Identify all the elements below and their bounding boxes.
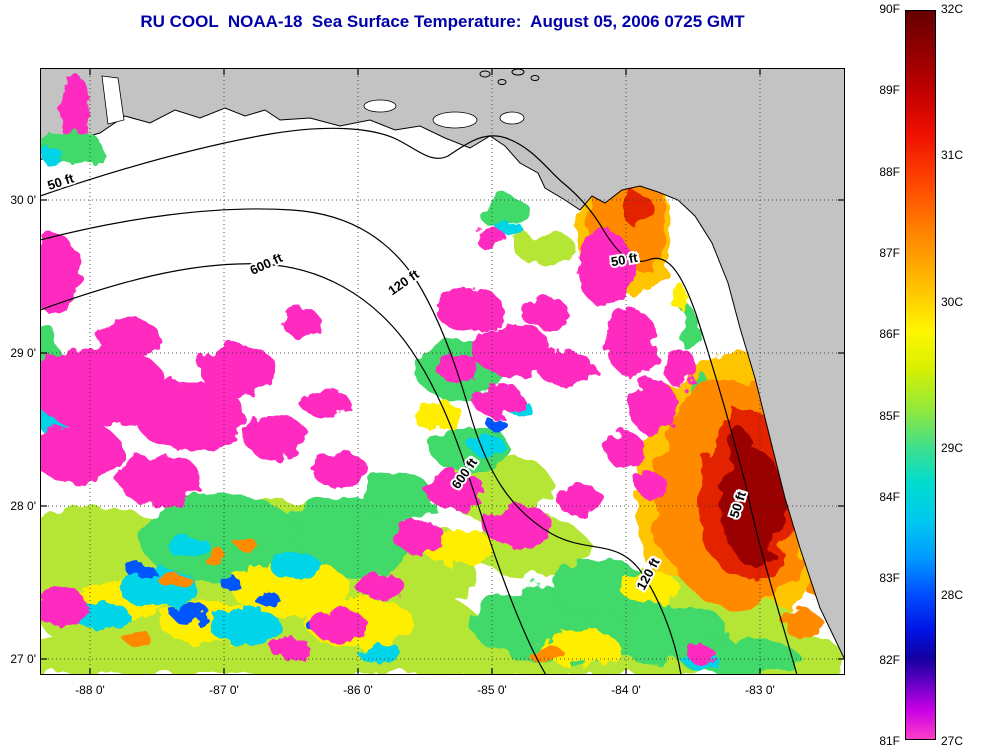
cb-f-label: 87F [879,245,900,260]
x-tick-m87: -87 0' [209,683,239,697]
cb-c-label: 27C [941,733,964,748]
cb-c-label: 32C [941,2,964,16]
sst-map-canvas: 50 ft 600 ft 120 ft 50 ft 600 ft 120 ft … [40,68,845,675]
cb-f-label: 89F [879,83,900,98]
sst-patch-group-magenta [40,230,810,662]
x-tick-m84: -84 0' [611,683,641,697]
cb-f-label: 84F [879,489,900,504]
cb-f-label: 86F [879,327,900,342]
cb-f-label: 81F [879,733,900,748]
contour-120ft [40,208,682,675]
colorbar-fahrenheit-labels: 90F 89F 88F 87F 86F 85F 84F 83F 82F 81F [858,2,900,748]
contour-label-50ft-bigbend: 50 ft [610,250,640,270]
y-tick-29: 29 0' [10,346,36,360]
colorbar-gradient [905,10,936,740]
y-tick-28: 28 0' [10,499,36,513]
x-tick-m85: -85 0' [477,683,507,697]
sst-patch-group-nearshore [40,74,104,164]
y-tick-27: 27 0' [10,652,36,666]
cb-c-label: 29C [941,441,964,456]
sst-patch-group-cyan [40,221,718,669]
cb-f-label: 83F [879,571,900,586]
axis-tickmarks [40,68,845,675]
cb-f-label: 82F [879,652,900,667]
x-tick-m83: -83 0' [745,683,775,697]
land-mass [40,68,845,661]
contour-50ft [40,127,798,675]
colorbar-celsius-labels: 32C 31C 30C 29C 28C 27C [941,2,987,748]
cb-f-label: 85F [879,408,900,423]
cb-f-label: 90F [879,2,900,16]
x-tick-m86: -86 0' [343,683,373,697]
bathymetry-contours [40,127,798,675]
page-title: RU COOL NOAA-18 Sea Surface Temperature:… [140,12,745,31]
coastal-bays [101,75,525,129]
cb-f-label: 88F [879,164,900,179]
cb-c-label: 28C [941,587,964,602]
cb-c-label: 30C [941,294,964,309]
contour-600ft [40,263,547,675]
plot-border [40,68,845,675]
y-tick-30: 30 0' [10,193,36,207]
cb-c-label: 31C [941,148,964,163]
x-tick-m88: -88 0' [75,683,105,697]
